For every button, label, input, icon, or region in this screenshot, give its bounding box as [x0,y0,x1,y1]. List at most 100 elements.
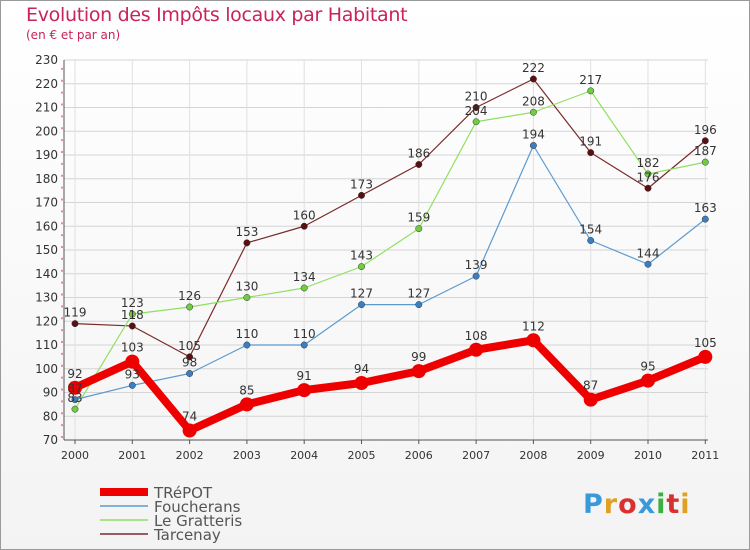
legend-label: TRéPOT [153,484,213,502]
data-point [239,397,254,412]
data-label: 99 [411,350,426,364]
data-point [644,170,652,178]
data-point [68,380,82,395]
y-tick-label: 230 [35,53,58,67]
data-point [472,104,480,111]
data-point [128,310,136,318]
data-label: 173 [350,177,373,191]
data-point [243,239,251,247]
x-tick-label: 2008 [519,449,547,462]
x-tick-label: 2001 [118,449,146,462]
data-point [701,158,709,166]
data-label: 204 [465,104,488,118]
data-label: 94 [354,362,369,376]
data-label: 186 [407,147,430,161]
data-label: 112 [522,319,545,333]
data-label: 87 [583,379,598,393]
data-label: 74 [182,410,197,424]
axes: 7080901001101201301401501601701801902002… [35,53,719,462]
y-tick-label: 190 [35,148,58,162]
data-label: 154 [579,223,602,237]
data-label: 127 [407,287,430,301]
legend-label: Foucherans [154,498,241,516]
y-tick-label: 70 [43,433,58,447]
data-label: 143 [350,249,373,263]
data-label: 210 [465,90,488,104]
data-point [472,118,480,126]
data-point [358,263,365,271]
x-tick-label: 2009 [577,449,605,462]
y-tick-label: 210 [35,101,58,115]
data-point [125,354,140,369]
data-label: 87 [67,382,82,396]
series-line-trépot [73,336,707,435]
data-label: 126 [178,289,201,303]
data-label: 118 [121,308,144,322]
y-tick-label: 140 [35,267,58,281]
data-label: 217 [579,73,602,87]
data-point [701,137,709,145]
y-tick-label: 80 [43,409,58,423]
y-tick-label: 160 [35,219,58,233]
proxiti-logo: Proxiti [583,489,691,520]
x-tick-label: 2007 [462,449,490,462]
data-label: 194 [522,128,545,142]
data-point [644,260,652,268]
data-point [243,341,251,349]
data-label: 119 [64,306,87,320]
series [68,75,713,438]
data-point [71,405,79,413]
data-label: 103 [121,341,144,355]
data-point [300,284,308,292]
data-point [698,349,713,364]
x-tick-label: 2000 [61,449,89,462]
data-point [186,370,194,377]
x-tick-label: 2002 [176,449,204,462]
x-tick-label: 2011 [691,449,719,462]
data-label: 98 [182,356,197,370]
data-label: 123 [121,296,144,310]
y-tick-label: 220 [35,77,58,91]
data-point [472,272,480,280]
data-point [587,237,595,244]
y-tick-label: 200 [35,124,58,138]
data-point [71,396,79,404]
data-label: 130 [235,280,258,294]
series-line-le-gratteris [74,90,706,410]
data-label: 159 [407,211,430,225]
data-point [415,301,423,309]
data-label: 196 [694,123,717,137]
data-label: 191 [579,135,602,149]
series-line-foucherans [74,144,706,401]
data-label: 139 [465,258,488,272]
chart-subtitle: (en € et par an) [26,28,121,42]
data-point [300,341,308,349]
data-point [354,376,369,390]
data-label: 95 [640,360,655,374]
data-point [300,222,308,230]
series-line-tarcenay [74,78,706,358]
data-point [411,364,426,379]
grid [64,59,708,441]
data-label: 93 [125,367,140,381]
y-tick-label: 100 [35,362,58,376]
y-tick-label: 130 [35,291,58,305]
data-point [415,225,423,233]
data-label: 105 [694,336,717,350]
data-label: 208 [522,94,545,108]
data-point [182,423,197,438]
data-point [641,373,655,388]
data-point [128,381,136,389]
data-label: 160 [293,208,316,222]
y-tick-label: 150 [35,243,58,257]
data-point [128,322,136,330]
data-point [583,392,598,407]
x-tick-label: 2003 [233,449,261,462]
data-point [529,108,537,116]
y-tick-label: 180 [35,172,58,186]
data-label: 83 [67,391,82,405]
data-label: 85 [239,383,254,397]
